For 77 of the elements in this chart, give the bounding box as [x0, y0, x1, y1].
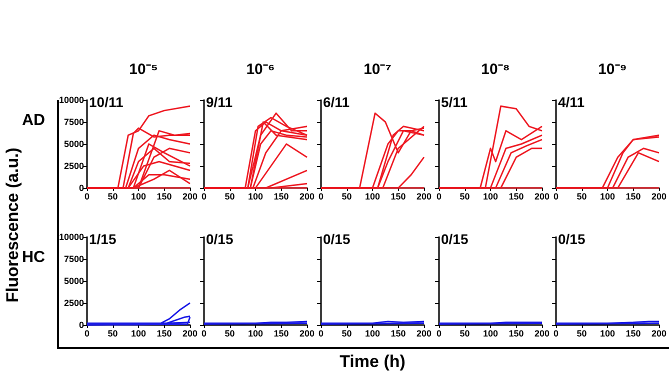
x-tick-label: 0 — [201, 328, 207, 338]
x-tick-label: 150 — [508, 192, 524, 202]
y-tick-label: 7500 — [64, 254, 84, 264]
x-tick-label: 50 — [342, 192, 352, 202]
x-tick-label: 100 — [130, 328, 146, 338]
x-tick-label: 0 — [318, 328, 324, 338]
x-tick-label: 200 — [182, 192, 198, 202]
annotation: 0/15 — [323, 231, 350, 247]
y-tick-label: 2500 — [64, 161, 84, 171]
x-tick-label: 0 — [553, 328, 559, 338]
y-axis-title: Fluorescence (a.u.) — [3, 148, 23, 302]
x-tick-label: 100 — [482, 192, 498, 202]
x-tick-label: 50 — [576, 192, 587, 202]
x-tick-label: 200 — [534, 328, 550, 338]
x-tick-label: 200 — [299, 192, 315, 202]
x-tick-label: 0 — [436, 328, 442, 338]
x-tick-label: 50 — [108, 192, 118, 202]
chart-title: 10⁻⁵ — [129, 61, 158, 78]
x-tick-label: 150 — [274, 328, 289, 338]
x-tick-label: 200 — [416, 192, 432, 202]
x-tick-label: 200 — [651, 328, 667, 338]
x-tick-label: 150 — [390, 328, 406, 338]
x-tick-label: 100 — [364, 328, 380, 338]
x-tick-label: 200 — [299, 328, 315, 338]
annotation: 0/15 — [206, 231, 234, 247]
y-tick-label: 0 — [78, 183, 84, 193]
x-tick-label: 50 — [224, 192, 235, 202]
x-tick-label: 200 — [651, 192, 667, 202]
annotation: 10/11 — [89, 94, 124, 110]
x-tick-label: 100 — [600, 328, 616, 338]
x-tick-label: 150 — [156, 192, 172, 202]
x-tick-label: 100 — [130, 192, 146, 202]
annotation: 4/11 — [558, 94, 585, 110]
x-tick-label: 50 — [224, 328, 235, 338]
x-tick-label: 200 — [416, 328, 432, 338]
y-tick-label: 0 — [78, 320, 84, 330]
x-tick-label: 50 — [108, 328, 118, 338]
y-tick-label: 10000 — [58, 232, 84, 242]
x-tick-label: 100 — [482, 328, 498, 338]
x-tick-label: 0 — [318, 192, 324, 202]
annotation: 1/15 — [89, 231, 116, 247]
x-tick-label: 200 — [534, 192, 550, 202]
y-tick-label: 10000 — [58, 95, 84, 105]
x-tick-label: 100 — [364, 192, 380, 202]
annotation: 5/11 — [441, 94, 468, 110]
annotation: 0/15 — [558, 231, 586, 247]
x-tick-label: 150 — [274, 192, 289, 202]
x-tick-label: 150 — [156, 328, 172, 338]
chart-title: 10⁻⁶ — [246, 61, 275, 78]
text: HC — [22, 249, 46, 267]
x-tick-label: 0 — [553, 192, 559, 202]
annotation: 0/15 — [441, 231, 468, 247]
y-tick-label: 7500 — [64, 117, 84, 127]
x-tick-label: 0 — [436, 192, 442, 202]
x-tick-label: 150 — [626, 192, 641, 202]
x-tick-label: 50 — [342, 328, 352, 338]
x-tick-label: 150 — [626, 328, 641, 338]
chart-title: 10⁻⁹ — [598, 61, 627, 78]
x-tick-label: 150 — [508, 328, 524, 338]
chart-title: 10⁻⁸ — [481, 61, 510, 78]
y-tick-label: 5000 — [64, 276, 84, 286]
x-tick-label: 200 — [182, 328, 198, 338]
x-axis-title: Time (h) — [340, 352, 406, 372]
x-tick-label: 50 — [460, 328, 470, 338]
x-tick-label: 50 — [460, 192, 470, 202]
chart-title: 10⁻⁷ — [364, 61, 392, 78]
x-tick-label: 100 — [248, 328, 264, 338]
annotation: 6/11 — [323, 94, 350, 110]
x-tick-label: 0 — [201, 192, 207, 202]
y-tick-label: 2500 — [64, 298, 84, 308]
text: AD — [22, 112, 46, 130]
x-tick-label: 150 — [390, 192, 406, 202]
x-tick-label: 50 — [576, 328, 587, 338]
annotation: 9/11 — [206, 94, 233, 110]
x-tick-label: 100 — [248, 192, 264, 202]
y-tick-label: 5000 — [64, 139, 84, 149]
x-tick-label: 100 — [600, 192, 616, 202]
